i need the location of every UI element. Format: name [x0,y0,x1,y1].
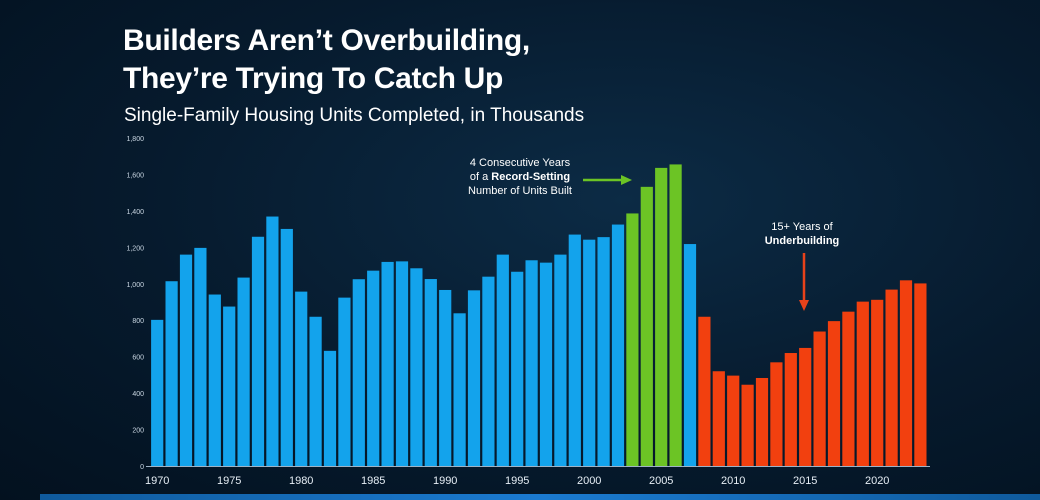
y-tick-label: 400 [132,391,144,398]
bar-2001 [597,237,610,466]
bar-1994 [496,254,509,466]
bar-2015 [799,347,812,466]
x-tick-label: 2020 [865,475,889,487]
bar-1999 [568,234,581,466]
bar-2011 [741,384,754,466]
x-tick-label: 2005 [649,475,673,487]
bar-2007 [683,244,697,466]
bar-1972 [179,254,193,466]
bar-1970 [151,319,164,466]
x-tick-label: 2010 [721,475,745,487]
under-arrow-head [799,300,809,311]
bar-2019 [856,301,869,466]
bar-2009 [712,371,725,466]
bar-2005 [655,167,668,466]
y-tick-label: 1,400 [126,209,144,216]
y-tick-label: 800 [132,318,144,325]
title-line-2: They’re Trying To Catch Up [123,62,504,95]
bar-1971 [165,281,178,466]
bar-2018 [842,311,855,466]
bar-1998 [554,254,567,466]
under-annotation-line1: 15+ Years of [771,221,833,233]
bar-1987 [395,261,409,466]
y-tick-label: 600 [132,355,144,362]
bar-1975 [223,306,236,466]
bar-2000 [583,239,596,466]
bar-2023 [914,283,927,466]
y-tick-label: 0 [140,464,144,471]
record-annotation-line3: Number of Units Built [468,185,572,197]
x-tick-label: 1985 [361,475,385,487]
bar-1993 [482,276,495,466]
bar-1990 [439,289,452,466]
bar-1991 [453,313,466,466]
bar-1984 [352,279,365,466]
under-annotation-line2: Underbuilding [764,235,840,247]
bottom-accent-bar [40,494,1040,500]
y-tick-label: 1,000 [126,282,144,289]
x-tick-label: 1980 [289,475,313,487]
y-tick-label: 1,600 [126,172,144,179]
bar-2002 [611,224,625,466]
bar-2022 [899,280,913,466]
bar-1980 [295,291,308,466]
bar-1978 [266,216,279,466]
x-tick-label: 2015 [793,475,817,487]
bar-2014 [784,353,797,466]
bar-1976 [237,277,250,466]
chart-subtitle: Single-Family Housing Units Completed, i… [124,105,585,126]
x-tick-label: 2000 [577,475,601,487]
bar-2012 [755,377,769,466]
bar-2021 [885,289,898,466]
bar-1977 [251,236,265,466]
bar-1989 [424,279,437,466]
bar-1992 [467,290,481,466]
bar-1981 [309,316,322,466]
bar-2010 [727,375,740,466]
bar-1988 [410,268,423,466]
bar-2004 [640,186,653,466]
bar-2008 [698,316,711,466]
x-tick-label: 1995 [505,475,529,487]
record-annotation-line1: 4 Consecutive Years [469,157,571,169]
bar-1973 [194,247,207,466]
record-annotation-line2: of a Record-Setting [469,171,571,183]
y-tick-label: 200 [132,428,144,435]
title-line-1: Builders Aren’t Overbuilding, [123,24,530,57]
record-annotation-bold: Record-Setting [491,171,571,183]
y-tick-label: 1,800 [126,136,144,143]
underbuilding-annotation: 15+ Years of Underbuilding [752,220,852,248]
record-arrow-head [621,175,632,185]
bar-2003 [626,213,639,466]
bar-1995 [511,271,524,466]
bar-2020 [871,299,884,466]
chart-title: Builders Aren’t Overbuilding, They’re Tr… [123,22,530,98]
bar-1982 [323,350,337,466]
bar-1996 [525,260,538,466]
bar-1986 [381,261,394,466]
bar-1997 [539,262,553,466]
bar-2006 [669,164,682,466]
bar-1985 [367,270,380,466]
bar-1974 [208,294,221,466]
bar-1979 [280,228,293,466]
record-annotation: 4 Consecutive Years of a Record-Setting … [455,156,585,198]
bar-2017 [827,321,841,466]
x-tick-label: 1970 [145,475,169,487]
x-tick-label: 1990 [433,475,457,487]
bar-2016 [813,331,826,466]
y-tick-label: 1,200 [126,245,144,252]
bar-2013 [770,362,783,466]
x-tick-label: 1975 [217,475,241,487]
bar-1983 [338,297,351,466]
